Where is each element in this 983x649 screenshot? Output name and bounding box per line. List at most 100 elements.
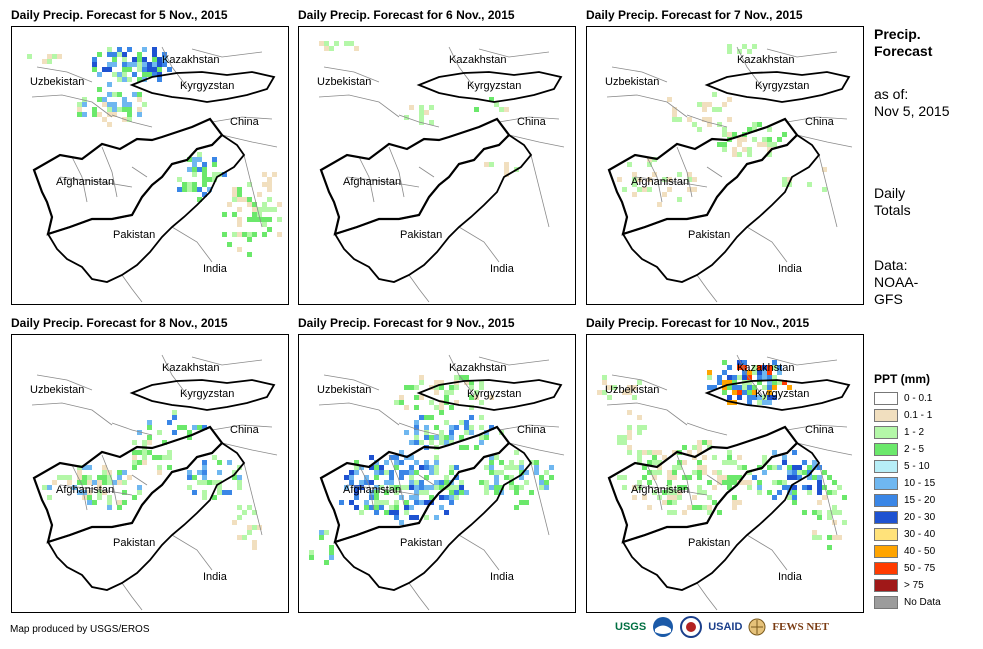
precip-cell — [439, 495, 444, 500]
province-boundary — [796, 134, 853, 148]
precip-cell — [707, 385, 712, 390]
precip-cell — [197, 167, 202, 172]
precip-cell — [257, 192, 262, 197]
precip-cell — [67, 480, 72, 485]
precip-cell — [449, 390, 454, 395]
precip-cell — [607, 395, 612, 400]
precip-cell — [612, 385, 617, 390]
precip-cell — [489, 485, 494, 490]
legend-swatch — [874, 460, 898, 473]
precip-cell — [102, 102, 107, 107]
precip-cell — [122, 107, 127, 112]
precip-cell — [107, 505, 112, 510]
country-label-afghanistan: Afghanistan — [56, 484, 114, 496]
precip-cell — [97, 97, 102, 102]
precip-cell — [454, 490, 459, 495]
precip-cell — [102, 490, 107, 495]
precip-cell — [707, 505, 712, 510]
precip-cell — [652, 460, 657, 465]
province-boundary — [211, 424, 273, 431]
precip-cell — [642, 450, 647, 455]
legend-item: 10 - 15 — [874, 475, 941, 492]
precip-cell — [197, 480, 202, 485]
precip-cell — [182, 187, 187, 192]
precip-cell — [419, 490, 424, 495]
precip-cell — [772, 385, 777, 390]
precip-cell — [439, 485, 444, 490]
precip-cell — [47, 495, 52, 500]
legend-item: No Data — [874, 594, 941, 611]
precip-cell — [702, 455, 707, 460]
precip-cell — [182, 425, 187, 430]
precip-cell — [697, 490, 702, 495]
precip-cell — [832, 520, 837, 525]
precip-cell — [672, 475, 677, 480]
precip-cell — [152, 47, 157, 52]
precip-cell — [429, 105, 434, 110]
precip-cell — [389, 510, 394, 515]
precip-cell — [262, 207, 267, 212]
precip-cell — [414, 440, 419, 445]
precip-cell — [97, 112, 102, 117]
country-label-kazakhstan: Kazakhstan — [449, 54, 506, 66]
precip-cell — [747, 147, 752, 152]
province-boundary — [611, 374, 668, 391]
country-label-uzbekistan: Uzbekistan — [30, 384, 84, 396]
precip-cell — [737, 360, 742, 365]
precip-cell — [212, 455, 217, 460]
precip-cell — [732, 375, 737, 380]
precip-cell — [414, 490, 419, 495]
precip-cell — [429, 435, 434, 440]
precip-cell — [677, 460, 682, 465]
precip-cell — [132, 62, 137, 67]
precip-cell — [647, 480, 652, 485]
precip-cell — [404, 430, 409, 435]
precip-cell — [409, 480, 414, 485]
precip-cell — [162, 57, 167, 62]
precip-cell — [182, 182, 187, 187]
precip-cell — [627, 445, 632, 450]
precip-cell — [489, 455, 494, 460]
country-label-uzbekistan: Uzbekistan — [317, 76, 371, 88]
precip-cell — [519, 460, 524, 465]
precip-cell — [712, 92, 717, 97]
precip-cell — [152, 57, 157, 62]
precip-cell — [697, 470, 702, 475]
precip-cell — [727, 365, 732, 370]
precip-cell — [57, 54, 62, 59]
precip-cell — [237, 535, 242, 540]
precip-cell — [389, 455, 394, 460]
province-boundary — [498, 116, 560, 123]
precip-cell — [757, 365, 762, 370]
precip-cell — [707, 117, 712, 122]
precip-cell — [459, 490, 464, 495]
precip-cell — [747, 370, 752, 375]
province-boundary — [686, 114, 728, 128]
precip-cell — [409, 475, 414, 480]
precip-cell — [777, 380, 782, 385]
precip-cell — [772, 375, 777, 380]
precip-cell — [479, 380, 484, 385]
pakistan-border — [333, 133, 533, 283]
precip-cell — [267, 177, 272, 182]
country-label-pakistan: Pakistan — [400, 537, 442, 549]
precip-cell — [419, 115, 424, 120]
precip-cell — [489, 162, 494, 167]
precip-cell — [334, 41, 339, 46]
precip-cell — [469, 405, 474, 410]
precip-cell — [354, 46, 359, 51]
precip-cell — [379, 485, 384, 490]
precip-cell — [727, 460, 732, 465]
precip-cell — [692, 177, 697, 182]
precip-cell — [324, 560, 329, 565]
precip-cell — [742, 375, 747, 380]
legend-swatch — [874, 409, 898, 422]
precip-cell — [197, 470, 202, 475]
precip-cell — [107, 107, 112, 112]
precip-cell — [319, 41, 324, 46]
precip-cell — [439, 435, 444, 440]
precip-cell — [762, 142, 767, 147]
precip-cell — [722, 380, 727, 385]
precip-cell — [717, 470, 722, 475]
precip-cell — [107, 500, 112, 505]
